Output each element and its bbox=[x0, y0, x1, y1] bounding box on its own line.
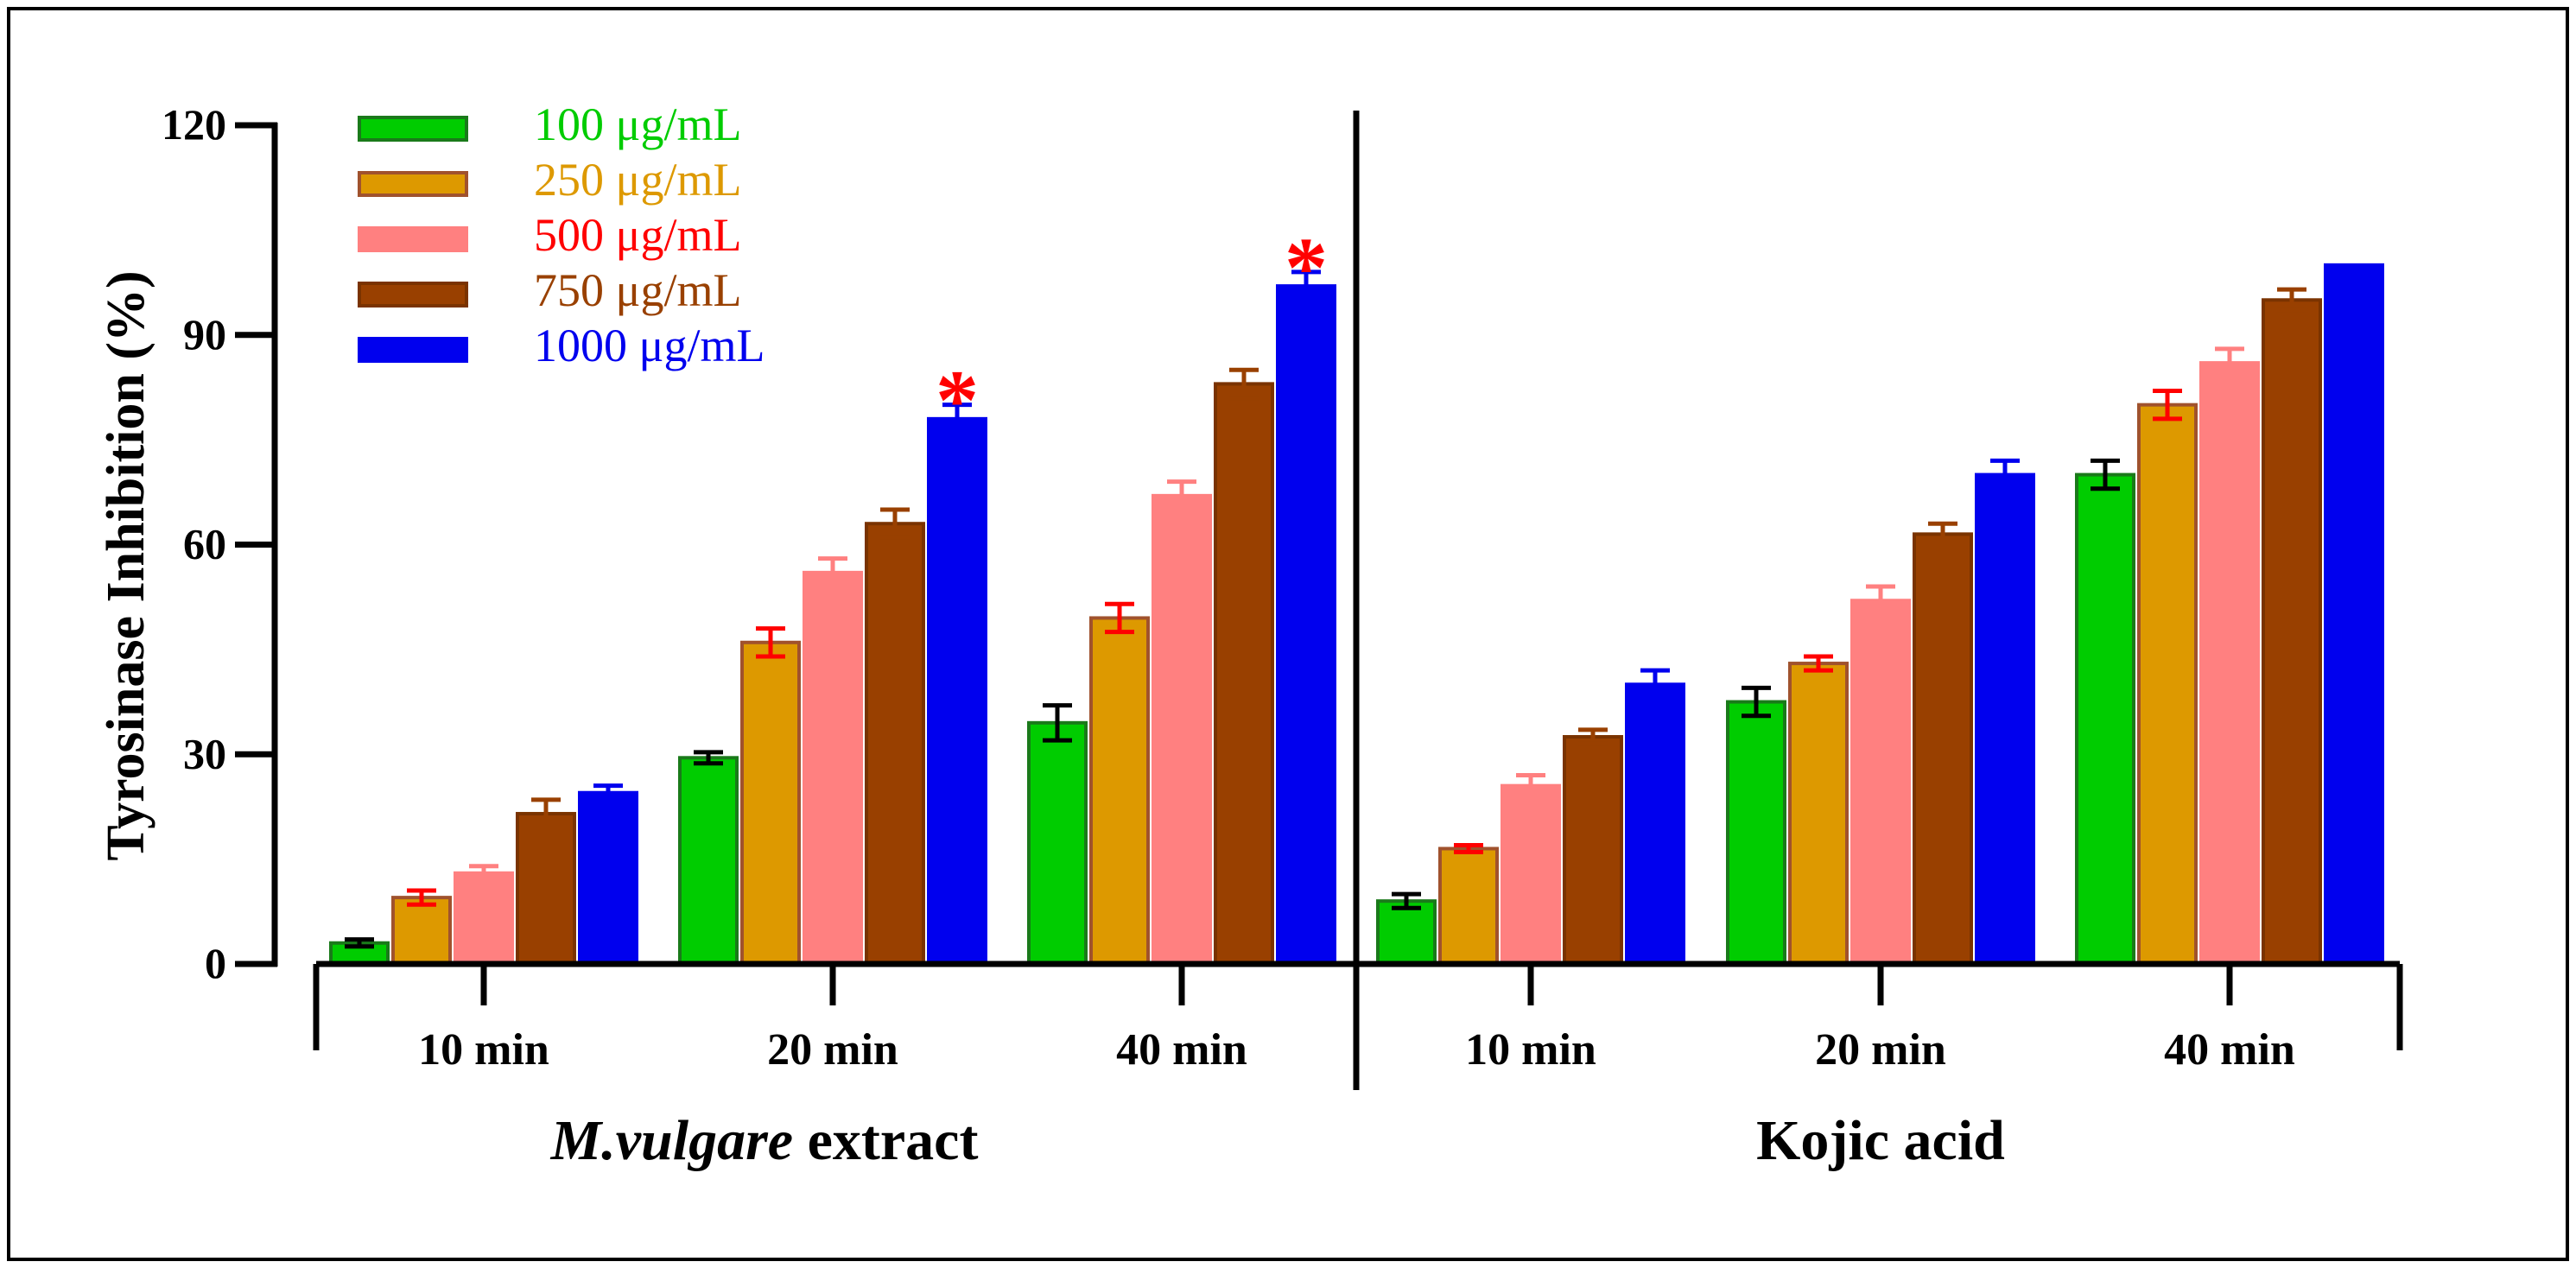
bar bbox=[865, 522, 925, 966]
legend-item: 250 μg/mL bbox=[358, 154, 741, 206]
error-bar bbox=[1578, 727, 1608, 746]
axes-layer bbox=[271, 111, 2403, 1090]
y-tick-label: 120 bbox=[162, 100, 226, 149]
error-bar bbox=[531, 797, 561, 830]
legend-swatch bbox=[358, 226, 468, 252]
legend-item: 750 μg/mL bbox=[358, 264, 741, 316]
error-bar bbox=[593, 783, 623, 802]
bar bbox=[391, 896, 452, 966]
y-tick-label: 90 bbox=[183, 310, 226, 358]
y-tick-label: 60 bbox=[183, 520, 226, 568]
bar bbox=[1276, 284, 1336, 966]
error-bar bbox=[2215, 346, 2244, 379]
error-bar bbox=[1229, 367, 1259, 401]
legend-swatch bbox=[358, 171, 468, 197]
error-bar bbox=[1640, 668, 1670, 701]
error-bar bbox=[1105, 601, 1134, 635]
y-tick-label: 0 bbox=[205, 939, 226, 987]
bar bbox=[1376, 899, 1437, 967]
bar bbox=[454, 871, 514, 967]
bar bbox=[1913, 532, 1973, 966]
error-bar bbox=[2091, 458, 2120, 491]
bar bbox=[1152, 493, 1212, 966]
significance-star: * bbox=[936, 352, 979, 448]
legend-label: 500 μg/mL bbox=[534, 209, 741, 261]
bar bbox=[2075, 472, 2135, 966]
bar bbox=[678, 756, 739, 966]
error-bar bbox=[880, 507, 910, 540]
group-label: Kojic acid bbox=[1756, 1109, 2005, 1172]
error-bar bbox=[942, 403, 972, 435]
category-label: 40 min bbox=[1116, 1025, 1247, 1075]
bar bbox=[1850, 599, 1911, 966]
error-bar bbox=[1392, 891, 1421, 910]
error-bar bbox=[2277, 287, 2306, 313]
legend-label: 1000 μg/mL bbox=[534, 320, 765, 371]
error-bar bbox=[407, 888, 436, 907]
bar bbox=[2262, 298, 2322, 966]
legend-label: 750 μg/mL bbox=[534, 264, 741, 316]
bar bbox=[2199, 361, 2260, 967]
bar bbox=[1027, 720, 1088, 967]
bar bbox=[1089, 616, 1150, 967]
error-bar bbox=[818, 556, 847, 589]
group-label: M.vulgare extract bbox=[550, 1109, 979, 1172]
error-bar bbox=[756, 626, 785, 659]
error-bar bbox=[1167, 479, 1196, 512]
category-label: 40 min bbox=[2164, 1025, 2295, 1075]
error-bar bbox=[1454, 842, 1483, 855]
y-tick-label: 30 bbox=[183, 729, 226, 777]
error-bar bbox=[1866, 584, 1895, 617]
bar bbox=[1501, 783, 1561, 966]
error-bar bbox=[1928, 521, 1957, 547]
legend-item: 1000 μg/mL bbox=[358, 320, 765, 371]
error-bar bbox=[1043, 703, 1072, 743]
error-bar bbox=[1804, 654, 1833, 673]
error-bar bbox=[1516, 773, 1545, 799]
bar bbox=[2137, 403, 2198, 966]
error-bar bbox=[1990, 458, 2020, 491]
y-axis-title: Tyrosinase Inhibition (%) bbox=[97, 270, 155, 860]
error-bar bbox=[2153, 388, 2182, 422]
bar bbox=[1625, 682, 1685, 966]
legend-swatch bbox=[358, 116, 468, 142]
legend-label: 100 μg/mL bbox=[534, 98, 741, 150]
bar bbox=[2324, 263, 2384, 967]
figure-frame bbox=[7, 7, 2569, 1261]
legend-item: 500 μg/mL bbox=[358, 209, 741, 261]
bar bbox=[1214, 382, 1274, 966]
y-axis-ticks: 0 30 60 90 120 bbox=[162, 100, 277, 987]
bar bbox=[1975, 472, 2035, 966]
category-label: 10 min bbox=[1465, 1025, 1596, 1075]
error-bar bbox=[469, 864, 498, 883]
bar bbox=[1788, 662, 1849, 967]
category-labels: 10 min 20 min 40 min 10 min 20 min 40 min bbox=[418, 1025, 2295, 1075]
error-bar bbox=[345, 937, 374, 949]
error-bar bbox=[694, 750, 723, 766]
bar bbox=[740, 640, 801, 966]
category-label: 20 min bbox=[1815, 1025, 1946, 1075]
bar bbox=[803, 570, 863, 966]
bar bbox=[927, 416, 987, 967]
category-label: 10 min bbox=[418, 1025, 549, 1075]
group-labels: M.vulgare extract Kojic acid bbox=[550, 1109, 2005, 1172]
bar bbox=[578, 790, 638, 966]
bar bbox=[516, 812, 576, 967]
bar bbox=[1438, 846, 1499, 966]
bar bbox=[1726, 700, 1786, 966]
legend-item: 100 μg/mL bbox=[358, 98, 741, 150]
legend-swatch bbox=[358, 282, 468, 307]
legend-label: 250 μg/mL bbox=[534, 154, 741, 206]
significance-star: * bbox=[1285, 219, 1328, 315]
error-bar bbox=[1742, 685, 1771, 719]
legend-swatch bbox=[358, 337, 468, 363]
category-label: 20 min bbox=[767, 1025, 898, 1075]
error-bar bbox=[1291, 269, 1321, 302]
bar bbox=[1563, 735, 1623, 966]
